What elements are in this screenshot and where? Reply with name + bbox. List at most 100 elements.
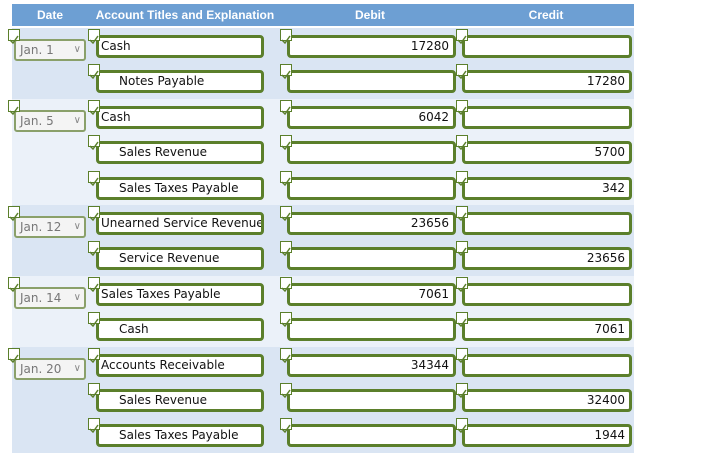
credit-input[interactable]: 32400 <box>462 389 632 412</box>
checkmark-icon <box>280 347 292 363</box>
checkmark-icon <box>280 241 292 257</box>
check <box>281 212 291 222</box>
checkmark-icon <box>280 99 292 115</box>
debit-input[interactable] <box>287 141 456 165</box>
check <box>9 283 19 292</box>
checkmark-icon <box>8 99 20 115</box>
debit-input[interactable]: 34344 <box>287 353 456 377</box>
account-input[interactable]: Sales Taxes Payable <box>96 282 264 306</box>
account-input[interactable]: Sales Taxes Payable <box>96 176 264 200</box>
check <box>281 389 291 399</box>
check <box>281 177 291 186</box>
check <box>89 424 99 434</box>
checkmark-icon <box>280 170 292 186</box>
credit-input[interactable] <box>462 353 632 377</box>
checkmark-icon <box>456 170 468 186</box>
checkmark-icon <box>456 64 468 80</box>
account-input[interactable]: Sales Taxes Payable <box>96 424 264 448</box>
date: Jan. 1 <box>20 43 54 57</box>
date: Jan. 20 <box>20 361 62 376</box>
check <box>281 283 291 292</box>
account-input[interactable]: Notes Payable <box>96 70 264 94</box>
credit-input[interactable]: 342 <box>462 176 632 200</box>
account-input[interactable]: Service Revenue <box>96 247 264 271</box>
checkmark-icon <box>456 99 468 115</box>
debit-input[interactable]: 23656 <box>287 212 456 235</box>
debit-input[interactable] <box>287 318 456 342</box>
checkmark-icon <box>88 241 100 257</box>
credit-input[interactable]: 17280 <box>462 70 632 94</box>
dropdown-arrow: ∨ <box>73 291 81 303</box>
checkmark-icon <box>280 383 292 399</box>
column-header: Debit <box>282 4 458 26</box>
account-input[interactable]: Accounts Receivable <box>96 353 264 377</box>
credit-input[interactable]: 23656 <box>462 247 632 271</box>
check <box>281 35 291 45</box>
date-select[interactable]: Jan. 20 ∨ <box>14 357 86 380</box>
date-select[interactable]: Jan. 5 ∨ <box>14 109 86 132</box>
checkmark-icon <box>88 170 100 186</box>
debit-input[interactable]: 6042 <box>287 105 456 129</box>
check <box>281 318 291 328</box>
checkmark-icon <box>280 135 292 151</box>
check <box>89 389 99 399</box>
check <box>281 354 291 363</box>
debit-input[interactable] <box>287 424 456 448</box>
check <box>9 35 19 45</box>
check <box>457 35 467 45</box>
debit-input[interactable] <box>287 389 456 412</box>
account-input[interactable]: Cash <box>96 318 264 342</box>
checkmark-icon <box>88 206 100 222</box>
check <box>457 389 467 399</box>
check <box>457 70 467 80</box>
check <box>89 318 99 328</box>
dropdown-arrow: ∨ <box>73 44 81 55</box>
checkmark-icon <box>88 135 100 151</box>
date: Jan. 14 <box>20 290 62 305</box>
credit-input[interactable] <box>462 212 632 235</box>
check <box>281 70 291 80</box>
account-input[interactable]: Unearned Service Revenue <box>96 212 264 235</box>
check <box>281 247 291 257</box>
checkmark-icon <box>280 276 292 292</box>
account-input[interactable]: Sales Revenue <box>96 389 264 412</box>
date-select[interactable]: Jan. 1 ∨ <box>14 39 86 61</box>
check <box>457 318 467 328</box>
account-input[interactable]: Sales Revenue <box>96 141 264 165</box>
check <box>89 283 99 292</box>
checkmark-icon <box>88 347 100 363</box>
check <box>281 424 291 434</box>
debit-input[interactable] <box>287 247 456 271</box>
credit-input[interactable] <box>462 282 632 306</box>
debit-input[interactable] <box>287 70 456 94</box>
checkmark-icon <box>456 276 468 292</box>
account-input[interactable]: Cash <box>96 105 264 129</box>
check <box>457 141 467 151</box>
check <box>457 106 467 115</box>
checkmark-icon <box>280 312 292 328</box>
column-header: Account Titles and Explanation <box>88 4 282 26</box>
date: Jan. 5 <box>20 113 54 128</box>
debit-input[interactable] <box>287 176 456 200</box>
checkmark-icon <box>456 241 468 257</box>
credit-input[interactable] <box>462 105 632 129</box>
check <box>457 354 467 363</box>
checkmark-icon <box>88 312 100 328</box>
credit-input[interactable] <box>462 35 632 58</box>
credit-input[interactable]: 1944 <box>462 424 632 448</box>
checkmark-icon <box>456 135 468 151</box>
checkmark-icon <box>456 383 468 399</box>
credit-input[interactable]: 7061 <box>462 318 632 342</box>
account-input[interactable]: Cash <box>96 35 264 58</box>
date-select[interactable]: Jan. 12 ∨ <box>14 216 86 238</box>
date-select[interactable]: Jan. 14 ∨ <box>14 286 86 309</box>
check <box>89 212 99 222</box>
credit-input[interactable]: 5700 <box>462 141 632 165</box>
check <box>457 424 467 434</box>
dropdown-arrow: ∨ <box>73 114 81 126</box>
debit-input[interactable]: 7061 <box>287 282 456 306</box>
checkmark-icon <box>456 312 468 328</box>
check <box>89 247 99 257</box>
checkmark-icon <box>456 418 468 434</box>
debit-input[interactable]: 17280 <box>287 35 456 58</box>
